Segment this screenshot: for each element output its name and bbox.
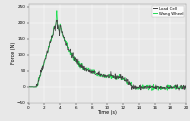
X-axis label: Time (s): Time (s) bbox=[97, 110, 117, 115]
Y-axis label: Force (N): Force (N) bbox=[11, 42, 16, 64]
Legend: Load Cell, Wang Wheel: Load Cell, Wang Wheel bbox=[152, 6, 184, 17]
